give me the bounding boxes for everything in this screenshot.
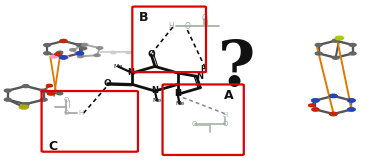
Circle shape <box>76 52 83 55</box>
Text: O: O <box>222 121 228 127</box>
Circle shape <box>76 52 84 55</box>
Circle shape <box>312 108 319 111</box>
Circle shape <box>19 105 28 109</box>
Text: O: O <box>192 121 197 127</box>
Circle shape <box>349 52 356 55</box>
Circle shape <box>60 40 67 42</box>
Text: H: H <box>222 112 228 118</box>
Circle shape <box>312 108 319 111</box>
Circle shape <box>111 51 116 54</box>
Circle shape <box>60 56 67 59</box>
Circle shape <box>330 94 337 98</box>
Text: Me: Me <box>175 101 184 106</box>
Text: O: O <box>201 14 207 23</box>
Circle shape <box>348 108 355 111</box>
Text: O: O <box>104 79 112 88</box>
Circle shape <box>40 89 47 92</box>
Text: N: N <box>196 72 203 81</box>
Text: Me: Me <box>113 64 122 69</box>
Circle shape <box>82 43 88 46</box>
Circle shape <box>40 98 47 101</box>
Circle shape <box>312 99 319 102</box>
Text: O: O <box>147 50 155 59</box>
Circle shape <box>330 94 337 97</box>
Text: Me: Me <box>152 98 161 103</box>
Circle shape <box>332 39 339 42</box>
Circle shape <box>44 52 51 55</box>
Circle shape <box>44 44 51 47</box>
Circle shape <box>62 56 69 59</box>
Text: C: C <box>48 140 57 153</box>
Circle shape <box>60 56 67 59</box>
Text: N: N <box>174 89 181 98</box>
Circle shape <box>330 112 337 116</box>
Circle shape <box>315 52 322 55</box>
Circle shape <box>4 89 11 92</box>
Text: B: B <box>139 11 148 24</box>
Circle shape <box>335 36 344 40</box>
Circle shape <box>332 56 339 59</box>
Circle shape <box>330 113 337 115</box>
Circle shape <box>76 44 83 47</box>
Circle shape <box>311 99 319 102</box>
Circle shape <box>348 99 355 102</box>
Circle shape <box>97 47 103 49</box>
Circle shape <box>47 92 55 95</box>
Circle shape <box>22 85 29 88</box>
Circle shape <box>81 47 87 50</box>
Text: H: H <box>200 65 207 74</box>
Text: O: O <box>64 110 69 116</box>
Text: N: N <box>127 69 134 77</box>
Circle shape <box>55 53 61 55</box>
Circle shape <box>349 43 356 46</box>
Circle shape <box>57 92 63 95</box>
Text: N: N <box>152 86 158 95</box>
Text: ?: ? <box>218 38 255 99</box>
Circle shape <box>60 40 67 42</box>
Circle shape <box>4 98 11 101</box>
Text: H: H <box>79 110 84 116</box>
Text: O: O <box>64 97 69 103</box>
Circle shape <box>94 54 100 57</box>
Circle shape <box>348 99 355 102</box>
Circle shape <box>308 104 314 107</box>
Circle shape <box>77 55 84 58</box>
Text: H: H <box>168 22 174 31</box>
Circle shape <box>315 43 322 46</box>
Circle shape <box>51 55 57 58</box>
Text: O: O <box>184 22 190 31</box>
Circle shape <box>22 103 29 106</box>
Circle shape <box>57 51 63 54</box>
Text: A: A <box>224 89 234 102</box>
Circle shape <box>70 49 76 51</box>
Circle shape <box>46 84 53 87</box>
Circle shape <box>348 108 355 111</box>
Circle shape <box>126 51 131 54</box>
